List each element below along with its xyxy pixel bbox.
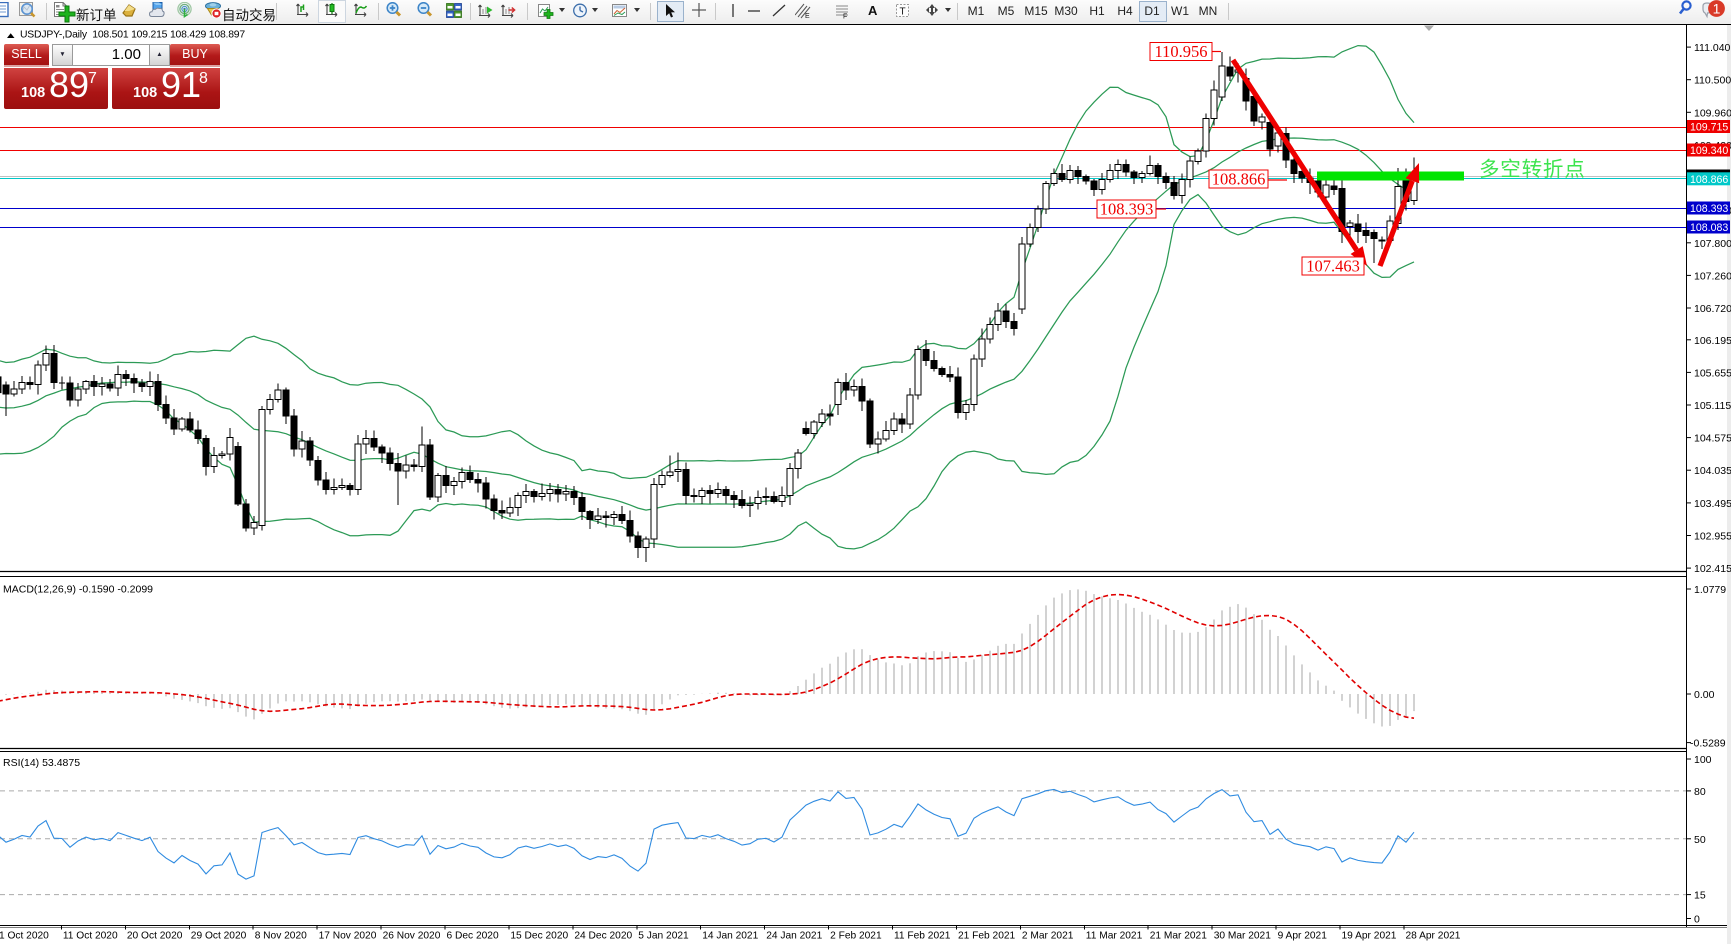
svg-text:多空转折点: 多空转折点 — [1479, 158, 1586, 181]
svg-text:103.495: 103.495 — [1694, 498, 1731, 510]
svg-text:24 Jan 2021: 24 Jan 2021 — [766, 931, 822, 942]
svg-text:E: E — [805, 13, 810, 19]
svg-text:29 Oct 2020: 29 Oct 2020 — [191, 931, 247, 942]
svg-text:80: 80 — [1694, 786, 1706, 798]
svg-text:110.500: 110.500 — [1694, 75, 1731, 87]
svg-text:104.035: 104.035 — [1694, 465, 1731, 477]
svg-text:104.575: 104.575 — [1694, 433, 1731, 445]
svg-text:11 Mar 2021: 11 Mar 2021 — [1086, 931, 1143, 942]
svg-text:15: 15 — [1694, 890, 1706, 902]
svg-text:F: F — [843, 14, 847, 20]
svg-text:1.0779: 1.0779 — [1694, 584, 1726, 596]
svg-text:17 Nov 2020: 17 Nov 2020 — [319, 931, 377, 942]
svg-text:108.083: 108.083 — [1690, 222, 1728, 234]
svg-text:2 Feb 2021: 2 Feb 2021 — [830, 931, 882, 942]
svg-text:1 Oct 2020: 1 Oct 2020 — [0, 931, 49, 942]
svg-text:100: 100 — [1694, 754, 1712, 766]
svg-text:15 Dec 2020: 15 Dec 2020 — [510, 931, 568, 942]
svg-text:14 Jan 2021: 14 Jan 2021 — [702, 931, 758, 942]
svg-text:8 Nov 2020: 8 Nov 2020 — [255, 931, 307, 942]
svg-text:107.260: 107.260 — [1694, 270, 1731, 282]
svg-text:0: 0 — [1694, 914, 1700, 926]
svg-text:11 Oct 2020: 11 Oct 2020 — [63, 931, 118, 942]
svg-text:105.115: 105.115 — [1694, 400, 1731, 412]
svg-text:26 Nov 2020: 26 Nov 2020 — [383, 931, 441, 942]
svg-text:108.866: 108.866 — [1690, 174, 1728, 186]
svg-text:102.955: 102.955 — [1694, 531, 1731, 543]
svg-text:MACD(12,26,9) -0.1590 -0.2099: MACD(12,26,9) -0.1590 -0.2099 — [3, 584, 153, 596]
svg-text:111.040: 111.040 — [1694, 42, 1731, 54]
svg-text:106.720: 106.720 — [1694, 303, 1731, 315]
svg-text:6 Dec 2020: 6 Dec 2020 — [447, 931, 499, 942]
svg-text:9 Apr 2021: 9 Apr 2021 — [1278, 931, 1328, 942]
svg-text:102.415: 102.415 — [1694, 563, 1731, 575]
svg-text:USDJPY-,Daily 108.501 109.215: USDJPY-,Daily 108.501 109.215 108.429 10… — [20, 30, 245, 41]
svg-text:108.393: 108.393 — [1690, 203, 1728, 215]
svg-text:20 Oct 2020: 20 Oct 2020 — [127, 931, 183, 942]
svg-text:109.340: 109.340 — [1690, 145, 1728, 157]
svg-text:108.866: 108.866 — [1212, 170, 1266, 189]
svg-text:11 Feb 2021: 11 Feb 2021 — [894, 931, 951, 942]
svg-text:21 Feb 2021: 21 Feb 2021 — [958, 931, 1016, 942]
svg-text:106.195: 106.195 — [1694, 335, 1731, 347]
svg-text:50: 50 — [1694, 834, 1706, 846]
svg-text:RSI(14) 53.4875: RSI(14) 53.4875 — [3, 757, 80, 769]
svg-text:109.960: 109.960 — [1694, 107, 1731, 119]
svg-text:24 Dec 2020: 24 Dec 2020 — [574, 931, 632, 942]
svg-text:110.956: 110.956 — [1154, 42, 1207, 61]
svg-text:30 Mar 2021: 30 Mar 2021 — [1214, 931, 1272, 942]
svg-text:1: 1 — [1713, 1, 1721, 17]
svg-text:107.800: 107.800 — [1694, 238, 1731, 250]
svg-text:21 Mar 2021: 21 Mar 2021 — [1150, 931, 1208, 942]
svg-text:0.00: 0.00 — [1694, 689, 1715, 701]
svg-text:-0.5289: -0.5289 — [1690, 738, 1726, 750]
svg-text:2 Mar 2021: 2 Mar 2021 — [1022, 931, 1074, 942]
svg-text:T: T — [900, 7, 906, 18]
svg-text:19 Apr 2021: 19 Apr 2021 — [1342, 931, 1397, 942]
svg-text:108.393: 108.393 — [1100, 200, 1154, 219]
svg-text:28 Apr 2021: 28 Apr 2021 — [1406, 931, 1461, 942]
svg-text:105.655: 105.655 — [1694, 367, 1731, 379]
svg-text:109.715: 109.715 — [1690, 122, 1728, 134]
svg-text:5 Jan 2021: 5 Jan 2021 — [638, 931, 689, 942]
svg-text:107.463: 107.463 — [1306, 257, 1360, 276]
